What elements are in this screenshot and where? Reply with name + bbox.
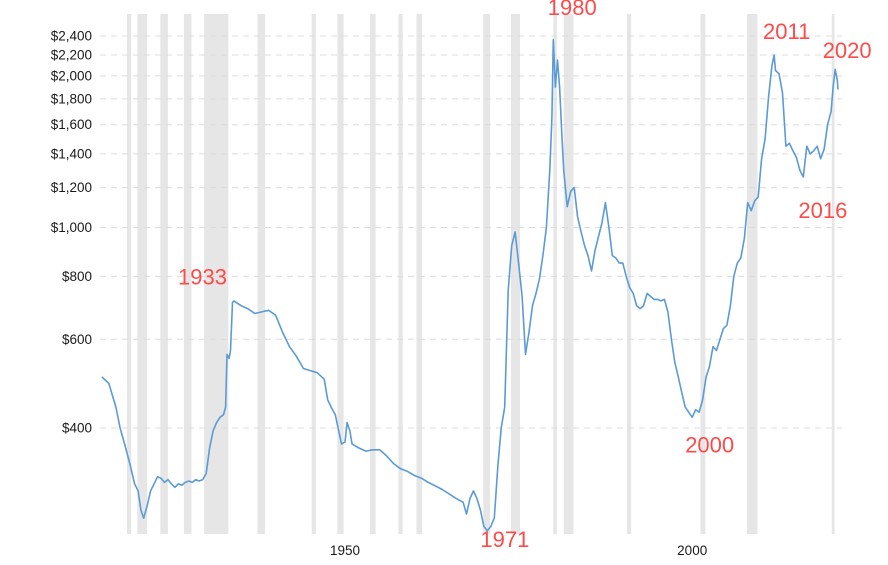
annotation-label: 1980 bbox=[548, 0, 597, 20]
recession-band bbox=[337, 14, 344, 534]
annotation-label: 1971 bbox=[480, 527, 529, 552]
recession-band bbox=[700, 14, 706, 534]
y-tick-label: $1,600 bbox=[51, 117, 92, 132]
y-tick-label: $400 bbox=[62, 421, 92, 436]
y-tick-label: $2,000 bbox=[51, 68, 92, 83]
recession-bands bbox=[127, 14, 835, 534]
recession-band bbox=[204, 14, 229, 534]
recession-band bbox=[370, 14, 376, 534]
gridlines bbox=[100, 35, 842, 429]
y-tick-label: $1,200 bbox=[51, 180, 92, 195]
y-tick-label: $600 bbox=[62, 332, 92, 347]
y-tick-label: $2,400 bbox=[51, 29, 92, 44]
annotation-label: 2016 bbox=[798, 198, 847, 223]
recession-band bbox=[511, 14, 520, 534]
price-line bbox=[101, 38, 839, 532]
y-tick-label: $1,400 bbox=[51, 146, 92, 161]
recession-band bbox=[626, 14, 632, 534]
annotation-label: 2020 bbox=[823, 38, 872, 63]
recession-band bbox=[257, 14, 266, 534]
recession-band bbox=[831, 14, 835, 534]
recession-band bbox=[747, 14, 758, 534]
x-tick-label: 1950 bbox=[330, 543, 360, 558]
recession-band bbox=[563, 14, 574, 534]
recession-band bbox=[137, 14, 148, 534]
recession-band bbox=[553, 14, 557, 534]
series-layer bbox=[101, 38, 839, 532]
y-tick-label: $800 bbox=[62, 269, 92, 284]
x-tick-label: 2000 bbox=[677, 543, 707, 558]
y-tick-label: $1,000 bbox=[51, 220, 92, 235]
recession-band bbox=[416, 14, 423, 534]
recession-band bbox=[183, 14, 192, 534]
annotations: 1933 1980 1971 2011 2020 2016 2000 bbox=[178, 0, 872, 552]
recession-band bbox=[311, 14, 316, 534]
x-axis-ticks: 1950 2000 bbox=[330, 543, 707, 558]
annotation-label: 2000 bbox=[685, 432, 734, 457]
y-tick-label: $2,200 bbox=[51, 48, 92, 63]
recession-band bbox=[127, 14, 132, 534]
recession-band bbox=[398, 14, 403, 534]
y-tick-label: $1,800 bbox=[51, 91, 92, 106]
recession-band bbox=[483, 14, 491, 534]
annotation-label: 1933 bbox=[178, 265, 227, 290]
y-axis-ticks: $400 $600 $800 $1,000 $1,200 $1,400 $1,600 $1,8… bbox=[51, 29, 92, 436]
annotation-label: 2011 bbox=[763, 19, 810, 44]
recession-band bbox=[160, 14, 168, 534]
